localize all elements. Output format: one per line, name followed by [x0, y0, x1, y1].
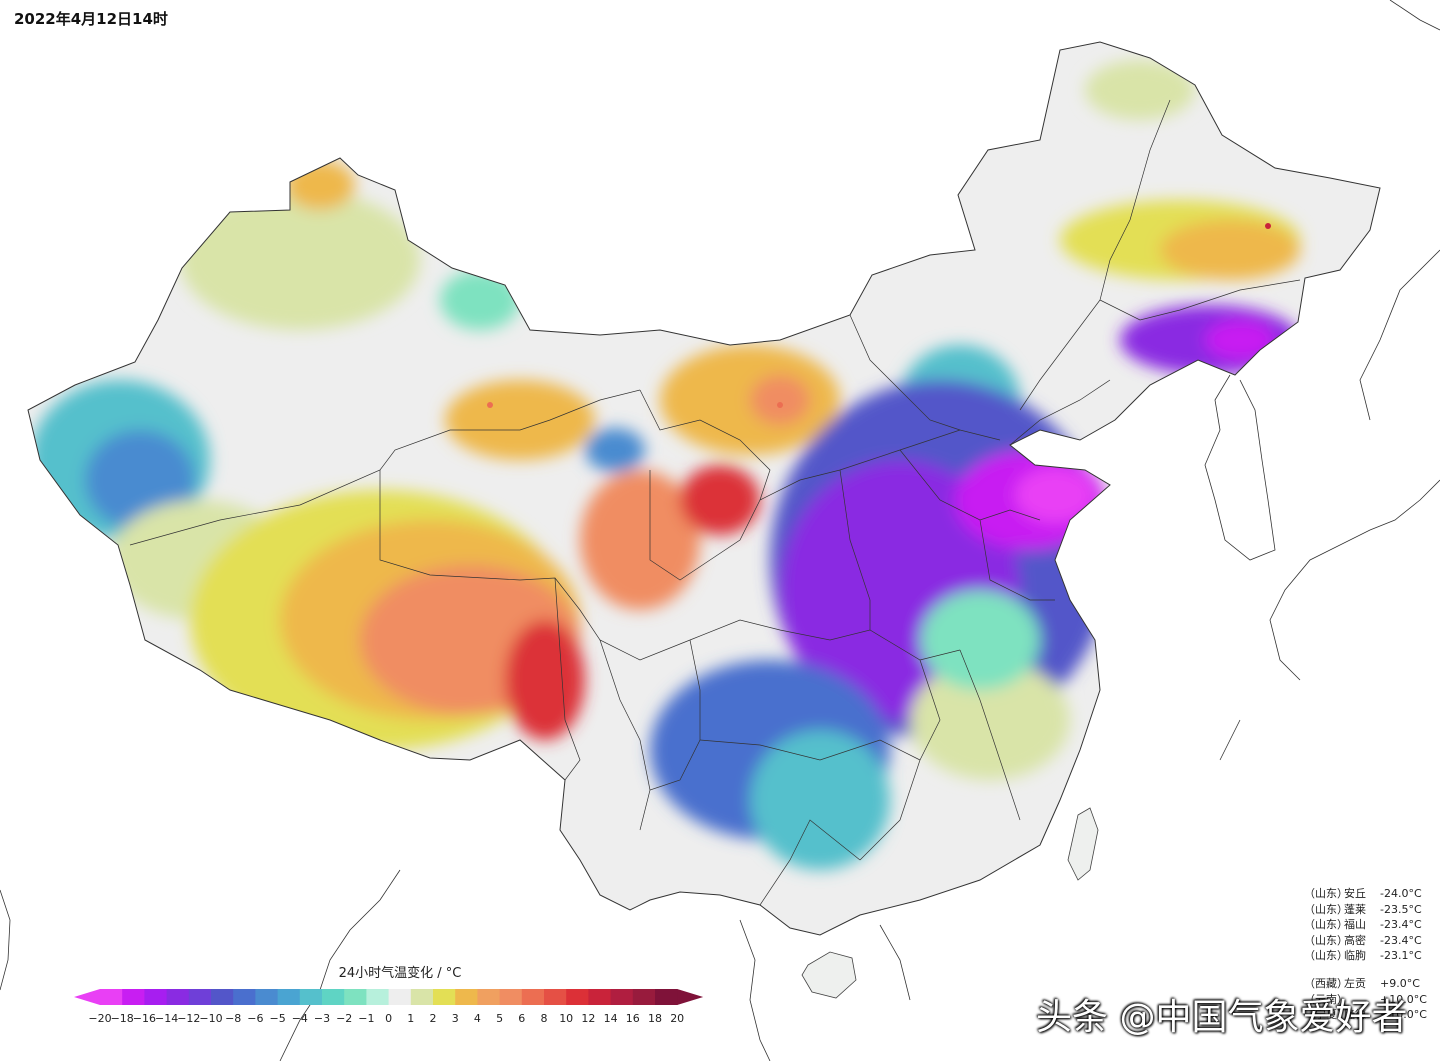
colorbar-tick-label: −1 — [358, 1012, 374, 1025]
colorbar-swatch — [566, 989, 589, 1005]
colorbar-swatch — [299, 989, 323, 1005]
colorbar-tick-label: −8 — [225, 1012, 241, 1025]
colorbar-swatch — [322, 989, 345, 1005]
station-name: 安丘 — [1344, 887, 1366, 900]
station-name: 左贡 — [1344, 976, 1366, 990]
station-value: +10.0°C — [1380, 992, 1427, 1006]
watermark-text: 头条 @中国气象爱好者 — [1036, 997, 1408, 1038]
china-border — [27, 41, 1381, 936]
colorbar-swatch — [410, 989, 434, 1005]
colorbar-tick-label: 20 — [670, 1012, 684, 1025]
colorbar-swatch — [344, 989, 367, 1005]
province-borders — [129, 99, 1301, 906]
drop-list: （山东） 安丘 -24.0°C （山东） 蓬莱 -23.5°C （山东） 福山 -23.4°… — [1304, 886, 1426, 964]
colorbar-tick-label: 6 — [518, 1012, 525, 1025]
station-province: （山东） — [1304, 918, 1348, 932]
colorbar-tick-label: 16 — [626, 1012, 640, 1025]
colorbar-swatch — [544, 989, 567, 1005]
colorbar-tick-label: −18 — [111, 1012, 134, 1025]
colorbar-tick-label: −4 — [292, 1012, 308, 1025]
colorbar-swatch — [211, 989, 234, 1005]
colorbar-tick-label: −10 — [199, 1012, 222, 1025]
colorbar-arrow-high — [677, 989, 704, 1005]
colorbar-tick-label: 1 — [407, 1012, 414, 1025]
colorbar-swatch — [521, 989, 545, 1005]
station-row: （山东） 高密 -23.4°C — [1304, 933, 1426, 949]
station-value: -23.5°C — [1380, 902, 1422, 916]
colorbar-arrow-low — [74, 989, 100, 1005]
colorbar-tick-label: 5 — [496, 1012, 503, 1025]
colorbar-tick-label: 0 — [385, 1012, 392, 1025]
colorbar-swatch — [388, 989, 412, 1005]
colorbar-tick-label: −6 — [247, 1012, 263, 1025]
colorbar-tick-label: 10 — [559, 1012, 573, 1025]
colorbar-tick-label: 14 — [604, 1012, 618, 1025]
colorbar-tick-label: −3 — [314, 1012, 330, 1025]
station-list: （山东） 安丘 -24.0°C （山东） 蓬莱 -23.5°C （山东） 福山 -23.4°… — [1304, 886, 1427, 1023]
colorbar-swatch — [255, 989, 278, 1005]
colorbar-title: 24小时气温变化 / °C — [338, 966, 462, 981]
station-name: 临朐 — [1344, 949, 1366, 963]
station-province: （宁夏） — [1304, 1008, 1348, 1022]
colorbar-tick-label: 12 — [581, 1012, 595, 1025]
colorbar-swatch — [433, 989, 456, 1005]
colorbar-tick-label: 2 — [430, 1012, 437, 1025]
colorbar-swatch — [455, 989, 478, 1005]
station-value: +9.0°C — [1380, 976, 1420, 990]
rise-list: （西藏） 左贡 +9.0°C （云南） +10.0°C （宁夏） 隆德 +10.0°C — [1304, 976, 1427, 1023]
colorbar-swatch — [632, 989, 656, 1005]
colorbar-swatch — [610, 989, 634, 1005]
colorbar-tick-label: 4 — [474, 1012, 481, 1025]
station-province: （山东） — [1304, 887, 1348, 900]
station-name: 隆德 — [1344, 1008, 1366, 1022]
station-row: （山东） 安丘 -24.0°C — [1304, 886, 1426, 902]
station-row: （山东） 福山 -23.4°C — [1304, 917, 1426, 933]
station-value: -23.4°C — [1380, 918, 1422, 932]
station-value: -24.0°C — [1380, 887, 1422, 900]
colorbar-swatch — [166, 989, 190, 1005]
hotspots — [487, 223, 1271, 408]
colorbar-swatch — [144, 989, 167, 1005]
colorbar-swatch — [366, 989, 389, 1005]
colorbar-tick-label: −14 — [155, 1012, 178, 1025]
colorbar-swatch — [233, 989, 256, 1005]
station-province: （西藏） — [1304, 976, 1348, 990]
station-value: +10.0°C — [1380, 1008, 1427, 1022]
colorbar-tick-label: −5 — [269, 1012, 285, 1025]
station-value: -23.4°C — [1380, 933, 1422, 947]
colorbar-swatch — [188, 989, 212, 1005]
colorbar-swatch — [588, 989, 611, 1005]
colorbar-tick-label: −20 — [88, 1012, 111, 1025]
colorbar-swatch — [277, 989, 301, 1005]
colorbar-tick-label: −2 — [336, 1012, 352, 1025]
timestamp: 2022年4月12日14时 — [14, 10, 168, 28]
colorbar-swatch — [499, 989, 523, 1005]
station-name: 高密 — [1344, 933, 1366, 947]
colorbar-swatch — [122, 989, 145, 1005]
colorbar-tick-label: 18 — [648, 1012, 662, 1025]
station-name: 蓬莱 — [1344, 902, 1366, 916]
colorbar-tick-label: 8 — [541, 1012, 548, 1025]
colorbar-swatch — [100, 989, 123, 1005]
colorbar: −20−18−16−14−12−10 −8 −6 −5 −4 −3 −2 −1 0 1 2 3 4 5 6 8… — [74, 989, 704, 1025]
station-province: （山东） — [1304, 933, 1348, 947]
station-province: （山东） — [1304, 949, 1348, 963]
station-row: （云南） +10.0°C — [1304, 992, 1427, 1008]
station-name: 福山 — [1344, 918, 1366, 932]
colorbar-swatch — [477, 989, 500, 1005]
station-row: （宁夏） 隆德 +10.0°C — [1304, 1007, 1427, 1023]
station-row: （山东） 蓬莱 -23.5°C — [1304, 902, 1426, 918]
station-province: （云南） — [1304, 992, 1348, 1006]
station-row: （西藏） 左贡 +9.0°C — [1304, 976, 1426, 992]
colorbar-tick-label: 3 — [452, 1012, 459, 1025]
colorbar-swatch — [655, 989, 678, 1005]
station-value: -23.1°C — [1380, 949, 1422, 963]
station-province: （山东） — [1304, 902, 1348, 916]
colorbar-tick-label: −16 — [133, 1012, 156, 1025]
colorbar-tick-label: −12 — [177, 1012, 200, 1025]
station-row: （山东） 临朐 -23.1°C — [1304, 948, 1426, 964]
